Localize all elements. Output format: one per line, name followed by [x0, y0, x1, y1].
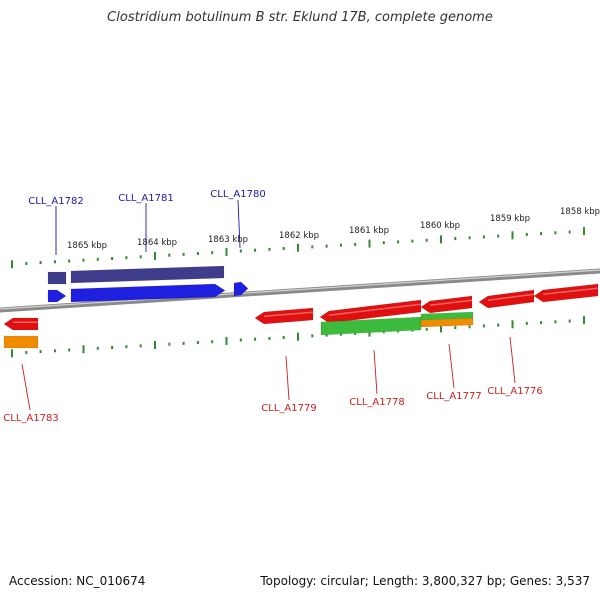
gene-CLL_A1779: [254, 307, 314, 325]
tick-label: 1864 kbp: [137, 238, 177, 248]
tick-label: 1863 kbp: [208, 235, 248, 245]
gene-CLL_A1776-b: [533, 283, 599, 303]
gene-CLL_A1781: [70, 265, 225, 284]
tick-label: 1861 kbp: [349, 226, 389, 236]
gene-features: [3, 265, 599, 349]
cds-CLL_A1782: [47, 289, 67, 303]
genome-summary-text: Topology: circular; Length: 3,800,327 bp…: [260, 574, 590, 588]
feature-CLL_A1777: [420, 317, 474, 328]
tick-labels: 1865 kbp 1864 kbp 1863 kbp 1862 kbp 1861 kbp…: [67, 207, 600, 251]
gene-leader-line: [285, 355, 290, 401]
genome-backbone-highlight: [0, 269, 600, 310]
accession-text: Accession: NC_010674: [9, 574, 146, 588]
gene-label-CLL_A1779[interactable]: CLL_A1779: [261, 403, 316, 414]
tick-row-top: [11, 227, 585, 269]
gene-label-CLL_A1783[interactable]: CLL_A1783: [3, 413, 58, 424]
gene-label-leaders: [21, 199, 516, 411]
genome-backbone: [0, 268, 600, 313]
gene-label-CLL_A1778[interactable]: CLL_A1778: [349, 397, 404, 408]
gene-CLL_A1783: [3, 317, 39, 331]
gene-leader-line: [21, 363, 31, 411]
cds-CLL_A1781: [70, 283, 226, 303]
gene-CLL_A1777: [420, 295, 473, 314]
gene-label-CLL_A1782[interactable]: CLL_A1782: [28, 196, 83, 207]
gene-label-texts: CLL_A1782 CLL_A1781 CLL_A1780 CLL_A1783 CLL_…: [3, 189, 542, 424]
gene-leader-line: [237, 199, 241, 249]
tick-label: 1858 kbp: [560, 207, 600, 217]
gene-label-CLL_A1781[interactable]: CLL_A1781: [118, 193, 173, 204]
cds-CLL_A1778: [320, 316, 422, 336]
tick-row-bottom: [11, 316, 585, 358]
map-title: Clostridium botulinum B str. Eklund 17B,…: [107, 10, 493, 25]
tick-label: 1859 kbp: [490, 214, 530, 224]
gene-label-CLL_A1776[interactable]: CLL_A1776: [487, 386, 542, 397]
gene-label-CLL_A1780[interactable]: CLL_A1780: [210, 189, 265, 200]
gene-CLL_A1782: [47, 271, 67, 285]
cds-CLL_A1780: [233, 281, 249, 297]
tick-label: 1865 kbp: [67, 241, 107, 251]
gene-leader-line: [509, 336, 516, 384]
gene-CLL_A1776-a: [478, 289, 535, 309]
gene-leader-line: [373, 349, 378, 395]
tick-label: 1860 kbp: [420, 221, 460, 231]
gene-label-CLL_A1777[interactable]: CLL_A1777: [426, 391, 481, 402]
gene-leader-line: [448, 343, 455, 389]
feature-CLL_A1783: [3, 335, 39, 349]
tick-label: 1862 kbp: [279, 231, 319, 241]
